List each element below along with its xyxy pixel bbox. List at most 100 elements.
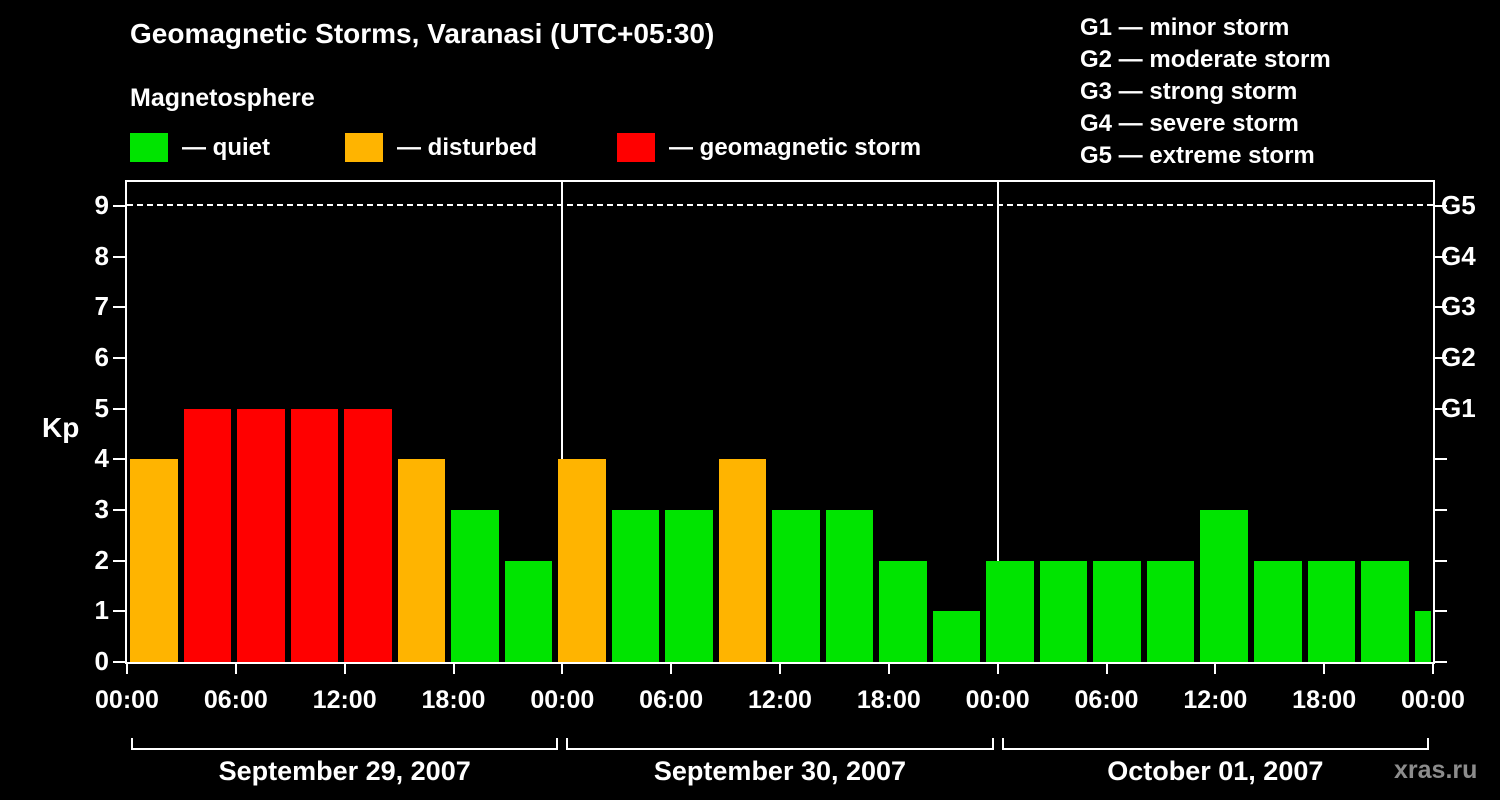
kp-bar (451, 510, 499, 662)
g-scale-item-5: G5 — extreme storm (1080, 142, 1315, 169)
legend-item-quiet: — quiet (130, 133, 270, 162)
y-tick-label: 5 (94, 392, 109, 423)
x-axis-tick (561, 664, 564, 674)
legend-item-storm: — geomagnetic storm (617, 133, 921, 162)
legend-label-quiet: — quiet (182, 133, 270, 161)
right-axis-tick (1435, 407, 1447, 410)
time-label: 12:00 (312, 686, 377, 714)
right-axis-tick (1435, 458, 1447, 461)
g-scale-item-1: G1 — minor storm (1080, 14, 1290, 41)
kp-bar (558, 459, 606, 662)
right-axis-tick (1435, 255, 1447, 258)
y-tick-label: 2 (94, 544, 109, 575)
kp-bar (1093, 560, 1141, 662)
disturbed-swatch-icon (345, 133, 383, 162)
g-level-label: G5 (1441, 190, 1476, 220)
time-label: 06:00 (1074, 686, 1139, 714)
time-label: 00:00 (1401, 686, 1465, 714)
y-axis-tick (113, 357, 125, 359)
date-label: October 01, 2007 (1107, 756, 1324, 786)
storm-swatch-icon (617, 133, 655, 162)
x-axis-tick (887, 664, 890, 674)
y-tick-label: 3 (94, 494, 109, 524)
x-axis-tick (996, 664, 999, 674)
date-bracket (1001, 738, 1429, 750)
x-axis-tick (670, 664, 673, 674)
time-label: 06:00 (203, 686, 268, 714)
day-separator (996, 182, 999, 662)
kp9-dashed-gridline (127, 204, 1433, 206)
date-bracket (566, 738, 994, 750)
kp-bar (1200, 510, 1248, 662)
kp-bar (504, 560, 553, 662)
x-axis-tick (1432, 664, 1434, 674)
kp-bar (237, 408, 285, 662)
y-axis-title: Kp (42, 412, 80, 443)
y-tick-label: 7 (94, 291, 109, 322)
kp-bar (825, 510, 874, 662)
kp-bar (397, 459, 446, 662)
time-label: 00:00 (530, 686, 595, 714)
y-axis-tick (113, 306, 125, 309)
kp-bar (1361, 560, 1409, 662)
legend-label-storm: — geomagnetic storm (669, 133, 922, 161)
right-axis-tick (1435, 610, 1447, 613)
x-axis-tick (779, 664, 781, 674)
y-axis-tick (113, 610, 125, 613)
y-tick-label: 1 (94, 595, 109, 626)
time-label: 18:00 (1292, 686, 1357, 714)
y-tick-label: 9 (94, 190, 109, 220)
kp-bar (1254, 560, 1302, 662)
right-axis-tick (1435, 306, 1447, 309)
right-axis-tick (1435, 205, 1447, 207)
right-axis-tick (1435, 661, 1447, 663)
g-scale-legend: G1 — minor storm G2 — moderate storm G3 — … (1080, 12, 1331, 172)
x-axis-tick (234, 664, 237, 674)
time-label: 12:00 (748, 686, 812, 714)
x-axis-tick (1214, 664, 1217, 674)
x-axis-tick (1105, 664, 1108, 674)
legend-item-disturbed: — disturbed (345, 133, 537, 162)
kp-bar (932, 611, 981, 662)
kp-bar (1146, 560, 1195, 662)
y-axis-tick (113, 509, 125, 511)
g-scale-item-2: G2 — moderate storm (1080, 46, 1331, 73)
kp-bar (290, 408, 339, 662)
y-axis-tick (113, 559, 125, 562)
right-axis-tick (1435, 357, 1447, 359)
right-axis-tick (1435, 509, 1447, 511)
date-label: September 29, 2007 (218, 756, 471, 786)
kp-bar (1307, 560, 1356, 662)
y-axis-tick (113, 205, 125, 207)
y-axis-tick (113, 255, 125, 258)
time-label: 18:00 (421, 686, 486, 714)
chart-subtitle: Magnetosphere (130, 84, 315, 112)
g-level-label: G2 (1441, 342, 1476, 372)
time-label: 00:00 (965, 686, 1030, 714)
y-tick-label: 0 (94, 646, 109, 676)
g-level-label: G3 (1441, 291, 1476, 322)
kp-bar (344, 408, 392, 662)
time-label: 06:00 (639, 686, 704, 714)
kp-bar (665, 510, 713, 662)
x-axis-tick (452, 664, 455, 674)
kp-bar (1039, 560, 1088, 662)
y-tick-label: 6 (94, 342, 109, 372)
g-scale-item-3: G3 — strong storm (1080, 78, 1298, 105)
x-axis-tick (1323, 664, 1326, 674)
watermark: xras.ru (1394, 756, 1478, 784)
y-axis-tick (113, 458, 125, 461)
time-label: 18:00 (856, 686, 921, 714)
chart-title: Geomagnetic Storms, Varanasi (UTC+05:30) (130, 18, 715, 49)
plot-area: 0 1 2 3 4 5 6 7 8 9 G1 G2 G3 G4 G5 00:00 06:00 12:00 18:00… (95, 180, 1476, 786)
y-axis-tick (113, 407, 125, 410)
x-axis-tick (343, 664, 346, 674)
day-separator (561, 182, 564, 662)
y-tick-label: 8 (94, 240, 109, 271)
g-level-label: G1 (1441, 392, 1476, 423)
kp-bar (130, 459, 178, 662)
y-tick-label: 4 (94, 443, 109, 474)
x-axis-tick (126, 664, 128, 674)
g-level-label: G4 (1441, 240, 1476, 271)
